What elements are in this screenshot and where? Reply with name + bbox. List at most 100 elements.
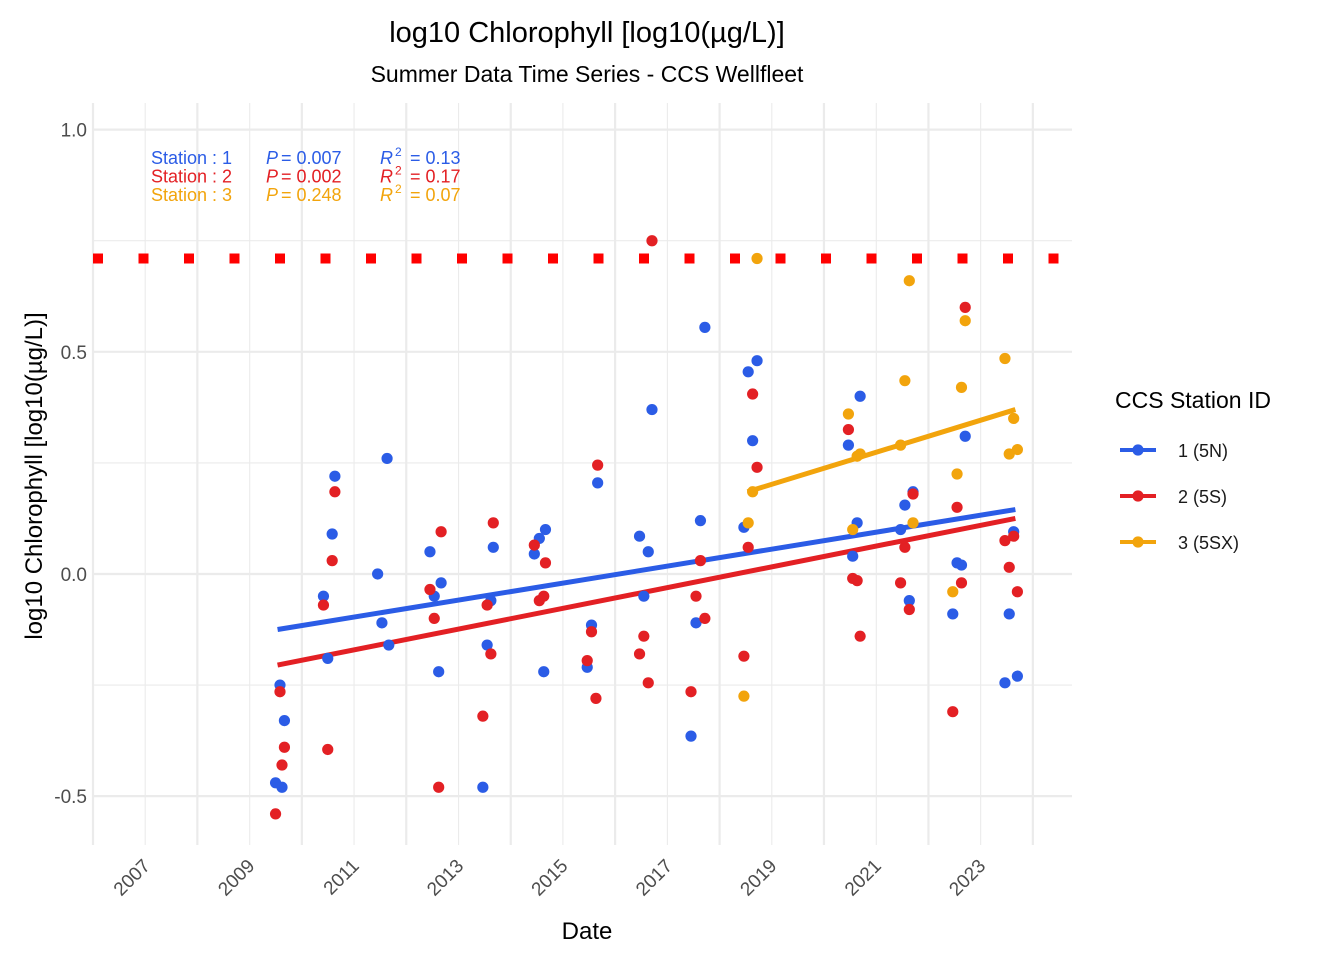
data-point xyxy=(947,608,959,620)
data-point xyxy=(383,639,395,651)
data-point xyxy=(424,546,436,558)
stats-annotation-row: Station : 2 P = 0.002 R 2 = 0.17 xyxy=(151,164,461,187)
legend: CCS Station ID 1 (5N) 2 (5S) 3 (5SX) xyxy=(1115,387,1271,553)
annotation-station: Station : 3 xyxy=(151,185,232,205)
annotation-p-symbol: P xyxy=(266,185,278,205)
annotation-r2-value: = 0.13 xyxy=(410,148,461,168)
x-tick-label: 2013 xyxy=(423,856,468,901)
chart-title: log10 Chlorophyll [log10(µg/L)] xyxy=(389,17,785,49)
stats-annotation-row: Station : 3 P = 0.248 R 2 = 0.07 xyxy=(151,182,461,205)
data-point xyxy=(907,488,919,500)
x-tick-label: 2007 xyxy=(110,856,155,901)
trend-line xyxy=(746,407,1017,495)
y-tick-label: -0.5 xyxy=(54,787,87,808)
data-point xyxy=(842,423,855,436)
data-point xyxy=(690,617,702,629)
data-point xyxy=(959,301,971,313)
annotation-r2-superscript: 2 xyxy=(395,164,402,178)
data-point xyxy=(485,648,497,660)
data-point xyxy=(326,528,338,540)
annotation-r2-symbol: R xyxy=(380,167,393,187)
data-point xyxy=(646,235,658,247)
data-point xyxy=(317,590,330,602)
data-point xyxy=(481,599,493,611)
legend-label: 1 (5N) xyxy=(1178,441,1228,461)
legend-label: 2 (5S) xyxy=(1178,487,1227,507)
annotation-r2-value: = 0.17 xyxy=(410,167,461,187)
data-point xyxy=(751,461,763,473)
data-point xyxy=(742,541,754,553)
x-tick-label: 2009 xyxy=(214,856,259,901)
data-point xyxy=(433,781,445,793)
data-point xyxy=(642,546,654,558)
data-point xyxy=(424,583,436,596)
data-point xyxy=(903,275,915,287)
data-point xyxy=(894,439,907,451)
data-point xyxy=(633,530,646,542)
x-tick-label: 2019 xyxy=(737,856,782,901)
data-point xyxy=(428,612,440,625)
data-point xyxy=(851,575,863,587)
data-point xyxy=(955,381,968,393)
x-tick-labels: 2007 2009 2011 2013 2015 2017 2019 2021 2023 xyxy=(110,856,990,901)
data-point xyxy=(947,586,959,598)
data-point xyxy=(903,603,915,616)
data-point xyxy=(642,677,654,689)
data-point xyxy=(847,523,859,536)
legend-swatch-dot xyxy=(1132,536,1144,548)
data-point xyxy=(907,517,919,529)
data-point xyxy=(742,366,754,378)
legend-swatch-dot xyxy=(1132,490,1144,502)
data-point xyxy=(581,655,593,667)
data-point xyxy=(528,539,540,551)
data-point xyxy=(903,595,915,607)
data-point xyxy=(999,677,1011,689)
x-tick-label: 2021 xyxy=(841,856,886,901)
data-point xyxy=(894,577,907,589)
data-point xyxy=(381,452,393,465)
annotation-p-value: = 0.007 xyxy=(281,148,342,168)
data-point xyxy=(690,590,702,602)
data-point xyxy=(376,617,388,629)
data-point xyxy=(999,535,1011,547)
x-tick-label: 2015 xyxy=(528,856,573,901)
data-point xyxy=(854,630,866,642)
data-point xyxy=(1003,608,1015,620)
data-point xyxy=(685,730,697,742)
data-point xyxy=(951,468,963,480)
legend-item: 2 (5S) xyxy=(1120,487,1227,507)
data-point xyxy=(699,612,711,625)
annotation-p-symbol: P xyxy=(266,167,278,187)
data-point xyxy=(1008,530,1020,542)
data-point xyxy=(322,743,334,756)
data-point xyxy=(747,486,759,498)
data-point xyxy=(947,706,959,718)
data-point xyxy=(999,352,1011,365)
data-point xyxy=(592,459,604,471)
data-point xyxy=(276,781,288,793)
legend-label: 3 (5SX) xyxy=(1178,533,1239,553)
annotation-station: Station : 1 xyxy=(151,148,232,168)
data-point xyxy=(854,448,866,460)
data-point xyxy=(329,470,341,482)
data-point xyxy=(585,626,598,638)
annotation-r2-value: = 0.07 xyxy=(410,185,461,205)
data-point xyxy=(894,523,907,536)
data-point xyxy=(487,517,499,529)
data-point xyxy=(435,526,447,538)
data-point xyxy=(372,568,384,580)
trend-line xyxy=(277,507,1016,632)
data-point xyxy=(747,388,759,400)
data-point xyxy=(276,759,288,771)
annotation-r2-symbol: R xyxy=(380,148,393,168)
grid xyxy=(91,103,1072,845)
annotation-station: Station : 2 xyxy=(151,167,232,187)
data-point xyxy=(638,590,650,602)
data-point xyxy=(539,557,552,569)
data-point xyxy=(899,499,911,511)
data-point xyxy=(477,781,489,793)
data-point xyxy=(842,408,855,420)
legend-item: 3 (5SX) xyxy=(1120,533,1239,553)
y-tick-label: 0.5 xyxy=(61,343,87,364)
chart-subtitle: Summer Data Time Series - CCS Wellfleet xyxy=(371,61,804,87)
